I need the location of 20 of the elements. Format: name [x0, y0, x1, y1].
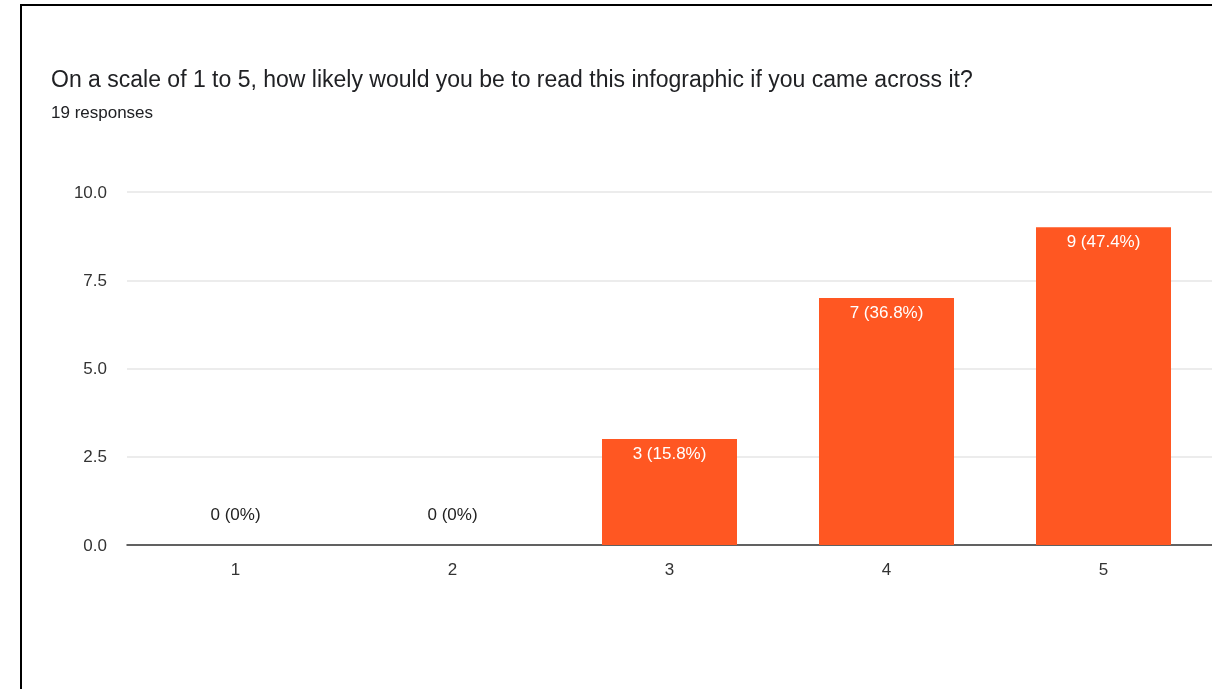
- data-label: 3 (15.8%): [632, 444, 707, 464]
- x-tick-label: 1: [230, 560, 241, 579]
- chart-subtitle: 19 responses: [51, 103, 154, 122]
- y-tick-label: 7.5: [83, 270, 107, 290]
- x-tick-label: 4: [881, 560, 892, 579]
- x-tick-label: 5: [1098, 560, 1109, 579]
- y-tick-label: 10.0: [73, 182, 107, 202]
- bar: [1036, 227, 1171, 545]
- data-label: 9 (47.4%): [1066, 232, 1141, 252]
- x-tick-label: 3: [664, 560, 675, 579]
- bar: [602, 439, 737, 545]
- y-tick-label: 5.0: [83, 359, 107, 378]
- data-label: 0 (0%): [427, 505, 478, 524]
- chart-title: On a scale of 1 to 5, how likely would you be to read this infographic if you came across it?: [51, 65, 973, 92]
- data-label: 7 (36.8%): [849, 302, 924, 322]
- bar: [819, 297, 954, 545]
- y-tick-label: 2.5: [83, 447, 107, 467]
- y-tick-label: 0.0: [83, 535, 107, 555]
- x-tick-label: 2: [447, 560, 458, 579]
- data-label: 0 (0%): [210, 505, 261, 524]
